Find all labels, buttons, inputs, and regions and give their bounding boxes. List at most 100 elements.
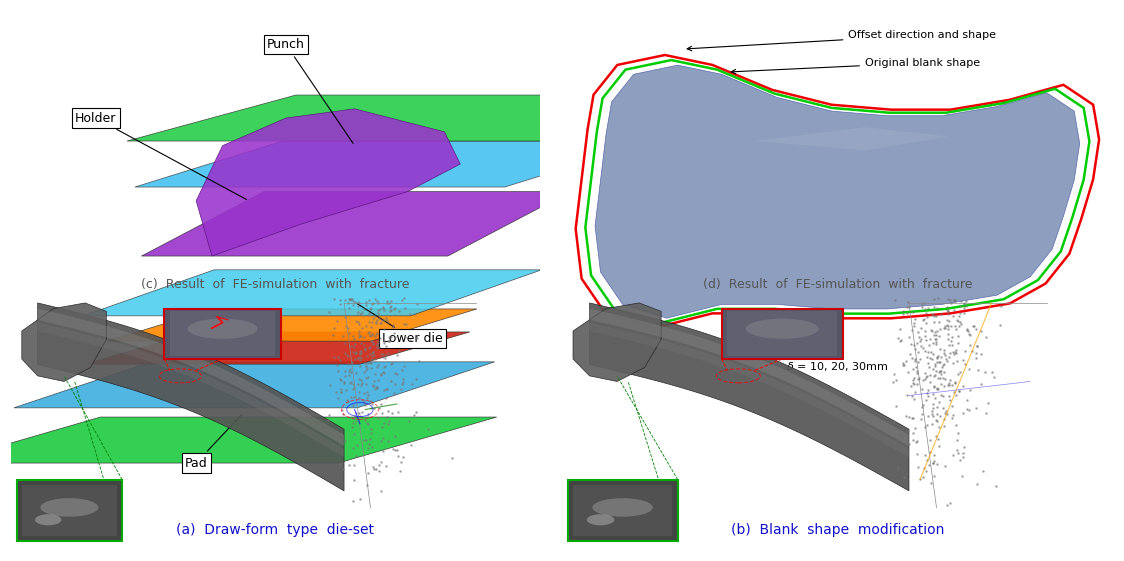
Point [928, 353, 946, 362]
Point [389, 407, 407, 416]
Point [443, 454, 461, 463]
Point [982, 367, 1000, 376]
Point [941, 376, 959, 385]
Point [368, 330, 386, 339]
Point [913, 303, 931, 312]
Point [930, 374, 948, 383]
Point [363, 381, 381, 390]
Point [962, 347, 980, 356]
Point [913, 384, 931, 393]
Point [905, 395, 923, 404]
Point [906, 356, 924, 365]
Point [343, 422, 361, 431]
Point [360, 309, 378, 318]
Point [945, 388, 963, 397]
Point [363, 336, 381, 345]
Point [932, 379, 950, 388]
Point [931, 367, 949, 376]
Point [354, 358, 372, 367]
Point [365, 404, 383, 413]
Point [949, 316, 967, 325]
Point [943, 340, 961, 349]
Point [359, 390, 377, 399]
Point [949, 369, 967, 378]
Point [393, 366, 411, 375]
Point [909, 374, 927, 383]
Point [371, 318, 389, 327]
Point [940, 306, 958, 315]
Point [923, 327, 941, 336]
Text: Original blank shape: Original blank shape [732, 58, 980, 74]
Point [926, 362, 944, 371]
Point [346, 348, 364, 357]
Text: (d)  Result  of  FE-simulation  with  fracture: (d) Result of FE-simulation with fractur… [702, 278, 972, 291]
Point [937, 302, 955, 311]
Point [930, 422, 948, 431]
Point [362, 337, 380, 346]
Point [369, 306, 387, 315]
Point [928, 384, 946, 393]
Point [383, 445, 401, 454]
Point [939, 335, 957, 344]
Point [378, 298, 396, 307]
Point [904, 365, 922, 374]
Point [363, 351, 381, 360]
Point [356, 344, 374, 353]
Point [373, 350, 391, 358]
Point [935, 323, 953, 332]
Point [891, 335, 909, 344]
Point [344, 301, 362, 310]
Point [934, 392, 952, 401]
Point [345, 383, 363, 392]
Point [387, 432, 405, 441]
Point [957, 360, 975, 369]
Point [936, 408, 954, 417]
Point [375, 419, 393, 427]
Point [955, 303, 973, 312]
Point [348, 353, 366, 362]
Point [378, 316, 396, 325]
Point [927, 416, 945, 425]
Point [950, 321, 968, 330]
Point [932, 357, 950, 366]
Point [362, 364, 380, 373]
Point [334, 465, 352, 473]
Point [383, 321, 401, 330]
Point [351, 332, 369, 341]
Point [925, 295, 943, 304]
Point [918, 388, 936, 397]
Point [903, 353, 921, 362]
Point [336, 296, 354, 305]
Point [364, 347, 382, 356]
Point [897, 411, 915, 420]
Point [359, 410, 377, 419]
Point [944, 358, 962, 367]
Polygon shape [755, 127, 948, 150]
Point [925, 334, 943, 343]
Point [361, 343, 379, 352]
Point [939, 500, 957, 509]
Point [907, 438, 925, 447]
Point [903, 326, 921, 335]
Point [337, 322, 355, 331]
Point [951, 318, 969, 327]
Point [905, 308, 923, 317]
Point [895, 473, 913, 482]
Point [924, 412, 942, 421]
Point [336, 338, 354, 347]
Polygon shape [142, 192, 570, 256]
Point [336, 349, 354, 358]
Point [903, 413, 921, 422]
Point [389, 452, 407, 461]
Point [341, 295, 359, 304]
Point [345, 430, 363, 439]
Point [926, 393, 944, 402]
Point [344, 297, 362, 306]
Point [937, 406, 955, 415]
Point [907, 450, 925, 459]
Point [359, 420, 377, 429]
Point [923, 354, 941, 363]
Point [372, 305, 390, 314]
Point [357, 380, 375, 389]
Point [373, 423, 391, 432]
